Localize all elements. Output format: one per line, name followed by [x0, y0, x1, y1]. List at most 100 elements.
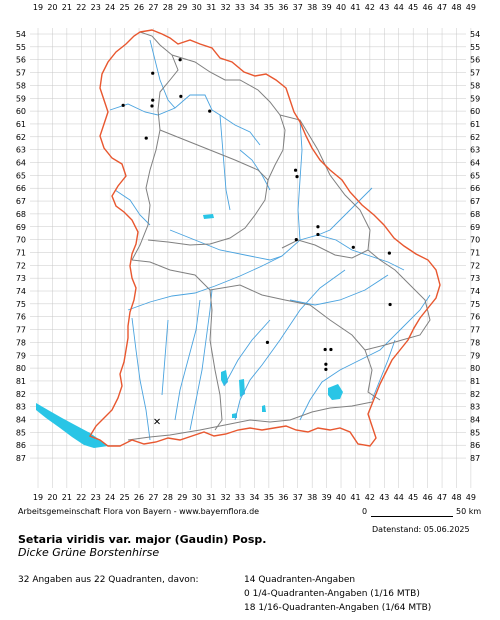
y-tick-label-left: 74: [16, 287, 26, 296]
y-tick-label-right: 65: [470, 171, 480, 180]
y-tick-label-right: 62: [470, 133, 480, 142]
stats-line-1: 14 Quadranten-Angaben: [244, 575, 356, 585]
y-tick-label-right: 61: [470, 120, 480, 129]
occurrence-point: [323, 347, 327, 352]
river-regen: [317, 187, 373, 236]
x-tick-label-bottom: 46: [423, 493, 433, 502]
y-tick-label-right: 76: [470, 313, 480, 322]
x-tick-label-top: 28: [163, 3, 173, 12]
river-wiesent: [239, 149, 271, 191]
y-tick-label-right: 77: [470, 326, 480, 335]
river-iller: [131, 317, 151, 441]
occurrence-point: [329, 347, 333, 352]
x-tick-label-bottom: 41: [350, 493, 360, 502]
rivers: [109, 39, 431, 441]
x-tick-label-top: 24: [105, 3, 115, 12]
x-tick-label-top: 33: [235, 3, 245, 12]
x-tick-label-bottom: 29: [177, 493, 187, 502]
y-tick-label-right: 60: [470, 107, 480, 116]
y-tick-label-left: 83: [16, 403, 26, 412]
uncertain-points: [154, 418, 160, 425]
y-tick-label-left: 59: [16, 94, 26, 103]
district-boundary-mittelfranken: [147, 129, 269, 246]
occurrence-point: [316, 232, 320, 237]
x-tick-label-bottom: 31: [206, 493, 216, 502]
uncertain-marker: [154, 418, 160, 425]
river-regnitz: [219, 114, 231, 211]
y-tick-label-right: 78: [470, 338, 480, 347]
river-main: [109, 94, 261, 146]
scale-end-label: 50 km: [456, 507, 482, 516]
species-german-name: Dicke Grüne Borstenhirse: [18, 546, 160, 559]
occurrence-point: [144, 136, 148, 140]
x-tick-label-bottom: 36: [278, 493, 288, 502]
x-tick-label-top: 25: [119, 3, 129, 12]
y-tick-label-right: 82: [470, 390, 480, 399]
x-axis-bottom: 19 20 21 22 23 24 25 26 27 28 29 30 31 32 33 34 35 36 37 38…: [33, 493, 476, 502]
river-amper: [223, 319, 271, 387]
x-tick-label-bottom: 43: [379, 493, 389, 502]
river-lech: [189, 289, 213, 431]
occurrence-point: [265, 340, 270, 344]
x-tick-label-bottom: 40: [336, 493, 346, 502]
y-tick-label-right: 87: [470, 454, 480, 463]
district-boundary-unterfranken: [131, 31, 179, 261]
x-tick-label-top: 49: [466, 3, 476, 12]
x-tick-label-top: 35: [264, 3, 274, 12]
y-tick-label-left: 65: [16, 171, 26, 180]
y-tick-label-right: 57: [470, 69, 480, 78]
river-mindel: [161, 319, 169, 396]
y-tick-label-right: 56: [470, 56, 480, 65]
y-tick-label-right: 72: [470, 261, 480, 270]
river-vils: [289, 274, 389, 306]
y-tick-label-right: 71: [470, 248, 480, 257]
x-tick-label-top: 47: [437, 3, 447, 12]
district-boundary-oberbayern: [209, 284, 381, 401]
x-tick-label-bottom: 27: [148, 493, 158, 502]
y-tick-label-left: 85: [16, 428, 26, 437]
river-wertach: [174, 299, 201, 421]
occurrence-point: [208, 109, 212, 113]
x-tick-label-top: 37: [293, 3, 303, 12]
x-axis-top: 19 20 21 22 23 24 25 26 27 28 29 30 31 32 33 34 35 36 37 38…: [33, 3, 476, 12]
x-tick-label-top: 43: [379, 3, 389, 12]
y-tick-label-right: 54: [470, 30, 480, 39]
x-tick-label-top: 23: [91, 3, 101, 12]
x-tick-label-bottom: 23: [91, 493, 101, 502]
x-tick-label-bottom: 45: [408, 493, 418, 502]
y-tick-label-right: 67: [470, 197, 480, 206]
stats-line-3: 18 1/16-Quadranten-Angaben (1/64 MTB): [244, 603, 432, 613]
x-tick-label-top: 31: [206, 3, 216, 12]
y-tick-label-left: 81: [16, 377, 26, 386]
lake-chiemsee: [328, 384, 343, 400]
x-tick-label-top: 46: [423, 3, 433, 12]
occurrence-point: [151, 71, 155, 75]
lake-starnberger-see: [239, 379, 245, 397]
y-tick-label-right: 75: [470, 300, 480, 309]
y-tick-label-left: 80: [16, 364, 26, 373]
occurrence-point: [295, 175, 299, 179]
x-tick-label-bottom: 35: [264, 493, 274, 502]
y-tick-label-left: 73: [16, 274, 26, 283]
y-tick-label-left: 87: [16, 454, 26, 463]
y-tick-label-left: 76: [16, 313, 26, 322]
occurrence-points: [121, 58, 392, 371]
x-tick-label-bottom: 42: [365, 493, 375, 502]
y-tick-label-left: 54: [16, 30, 26, 39]
y-tick-label-left: 64: [16, 159, 26, 168]
y-tick-label-left: 75: [16, 300, 26, 309]
y-tick-label-right: 66: [470, 184, 480, 193]
y-tick-label-left: 84: [16, 416, 26, 425]
district-boundary-schwaben: [131, 259, 223, 431]
x-tick-label-bottom: 28: [163, 493, 173, 502]
x-tick-label-top: 44: [394, 3, 404, 12]
occurrence-point: [151, 98, 155, 102]
occurrence-point: [388, 302, 392, 307]
district-boundaries: [127, 31, 431, 441]
x-tick-label-bottom: 39: [322, 493, 332, 502]
x-tick-label-bottom: 26: [134, 493, 144, 502]
y-tick-label-right: 85: [470, 428, 480, 437]
x-tick-label-top: 22: [76, 3, 86, 12]
river-salzach: [371, 339, 396, 401]
x-tick-label-top: 42: [365, 3, 375, 12]
